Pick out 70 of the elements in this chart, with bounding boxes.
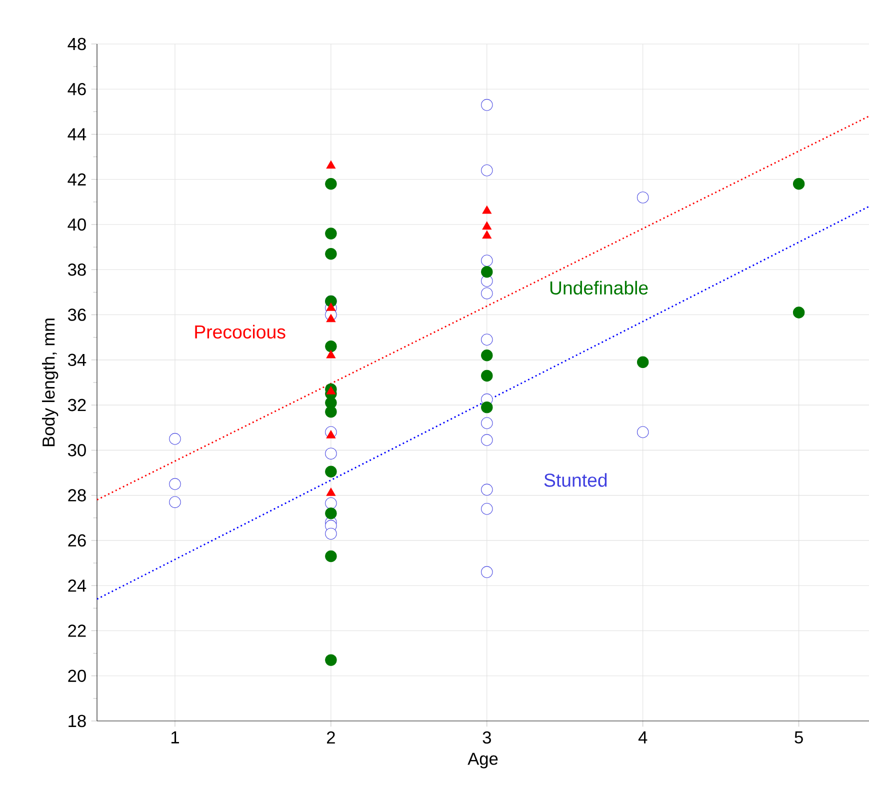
point bbox=[325, 248, 337, 260]
point bbox=[325, 466, 337, 478]
x-axis-title: Age bbox=[468, 752, 498, 768]
y-tick-label: 42 bbox=[68, 173, 86, 186]
point bbox=[481, 370, 493, 382]
point bbox=[792, 306, 805, 318]
point bbox=[481, 334, 493, 346]
x-tick-label: 5 bbox=[794, 731, 803, 744]
point bbox=[326, 386, 336, 394]
x-tick-label: 2 bbox=[327, 731, 335, 744]
point bbox=[169, 496, 181, 508]
point bbox=[482, 206, 492, 214]
text: Precocious bbox=[195, 324, 286, 339]
point bbox=[636, 356, 649, 368]
point bbox=[482, 230, 492, 239]
point bbox=[325, 654, 337, 666]
point bbox=[325, 528, 337, 540]
y-tick-label: 32 bbox=[68, 398, 86, 412]
text: Undefinable bbox=[550, 280, 648, 295]
point bbox=[481, 566, 493, 578]
x-tick-label: 1 bbox=[171, 731, 179, 744]
y-tick-label: 36 bbox=[68, 308, 86, 321]
point bbox=[326, 488, 336, 496]
point bbox=[325, 406, 337, 418]
point bbox=[325, 550, 337, 562]
point bbox=[481, 99, 493, 111]
point bbox=[481, 164, 493, 176]
y-tick-label: 26 bbox=[68, 534, 86, 547]
point bbox=[636, 192, 649, 204]
x-tick-label: 3 bbox=[482, 731, 491, 744]
point bbox=[326, 350, 336, 358]
point bbox=[481, 350, 493, 362]
point bbox=[326, 430, 336, 438]
point bbox=[481, 401, 493, 414]
y-tick-label: 44 bbox=[68, 128, 86, 140]
y-tick-label: 24 bbox=[68, 580, 86, 592]
point bbox=[325, 178, 337, 190]
y-tick-label: 18 bbox=[68, 714, 86, 728]
y-tick-label: 20 bbox=[68, 670, 86, 682]
point bbox=[481, 266, 493, 278]
point bbox=[326, 314, 336, 322]
y-tick-label: 28 bbox=[68, 489, 86, 502]
y-tick-label: 46 bbox=[68, 82, 86, 96]
point bbox=[482, 221, 492, 230]
y-tick-label: 38 bbox=[68, 264, 86, 276]
point bbox=[481, 417, 493, 429]
y-tick-label: 34 bbox=[68, 354, 86, 366]
point bbox=[481, 434, 493, 446]
point bbox=[325, 228, 337, 240]
point bbox=[325, 497, 337, 510]
point bbox=[326, 302, 336, 311]
point bbox=[481, 484, 493, 496]
point bbox=[481, 254, 493, 266]
point bbox=[325, 448, 337, 460]
point bbox=[636, 426, 649, 438]
point bbox=[326, 160, 336, 169]
point bbox=[481, 502, 493, 515]
point bbox=[325, 340, 337, 352]
y-tick-label: 30 bbox=[68, 444, 86, 456]
point bbox=[792, 178, 805, 190]
y-tick-label: 40 bbox=[68, 218, 86, 231]
y-tick-label: 22 bbox=[68, 624, 86, 637]
point bbox=[169, 478, 181, 490]
text: Stunted bbox=[544, 473, 607, 487]
point bbox=[325, 508, 337, 520]
point bbox=[169, 433, 181, 445]
y-tick-label: 48 bbox=[68, 38, 86, 50]
y-axis-title: Body length, mm bbox=[42, 318, 58, 446]
point bbox=[481, 287, 493, 300]
x-tick-label: 4 bbox=[638, 731, 648, 744]
